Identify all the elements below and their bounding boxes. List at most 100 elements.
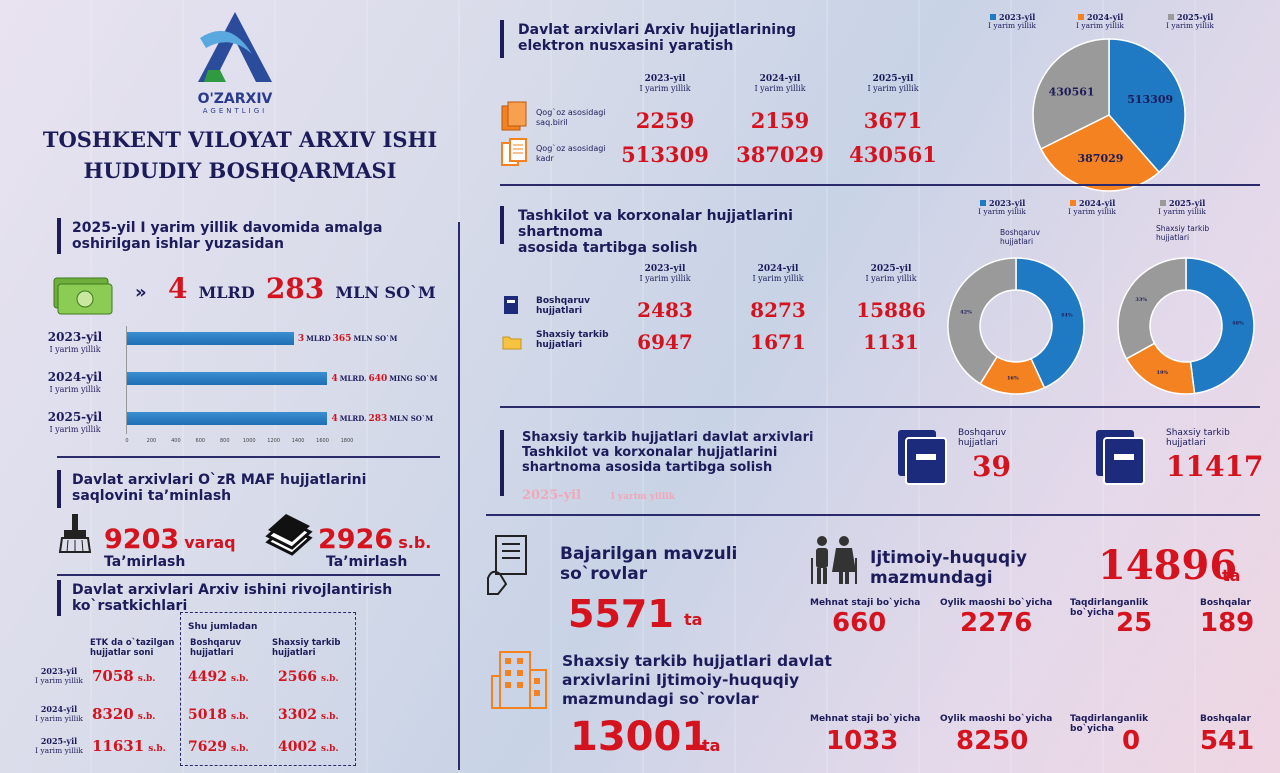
personal-title: Shaxsiy tarkib hujjatlari davlat arxivla… [522,430,842,475]
contract-year: 2023-yil [644,264,686,274]
legend-swatch [990,14,996,20]
finance-axis-tick: 0 [125,438,129,444]
pie1-legend-item: 2025-yil [1168,12,1213,22]
pie1-legend-item-sub: I yarim yillik [988,21,1036,30]
finance-total-num1: 4 [168,272,188,305]
legend-label: 2025-yil [1177,12,1214,22]
maf-item2-unit: s.b. [398,533,432,552]
dev-cell-value: 4002 [278,739,317,755]
finance-bar-label: 4 MLRD. 283 MLN SO`M [331,414,433,424]
finance-bar-num2: 365 [332,334,352,344]
contract-year: 2025-yil [870,264,912,274]
social-col-value: 2276 [960,608,1033,638]
dev-title-marker [57,580,61,616]
legend-swatch [980,200,986,206]
contract-title-line2: asosida tartibga solish [518,240,698,256]
pie-slice [1039,114,1161,192]
chart-axis [126,326,127,434]
dev-col1-header: ETK da o`tazilgan hujjatlar soni [90,638,175,658]
finance-axis-tick: 1000 [242,438,256,444]
contract-value-row1: 8273 [750,298,806,322]
finance-bar-num1: 4 [331,374,338,384]
contract-title-line1: Tashkilot va korxonalar hujjatlarini sha… [518,208,793,240]
personal-item1-label: Boshqaruv hujjatlari [958,428,1007,448]
copy-year: 2023-yil [644,74,686,84]
finance-total-unit2: MLN SO`M [335,283,436,302]
clipboard-hand-icon [487,535,527,595]
dev-title-line1: Davlat arxivlari Arxiv ishini rivojlanti… [72,582,393,598]
dev-cell-value: 7058 [92,667,134,685]
query-col-label: Oylik maoshi bo`yicha [940,598,1053,608]
finance-row-half: I yarim yillik [49,345,101,354]
copy-value-row2: 513309 [621,142,709,167]
pie-slice-label: 513309 [1127,93,1173,106]
archive-box-icon-2 [1096,430,1145,485]
dev-cell-unit: s.b. [148,744,166,754]
query-col-label-2: Oylik maoshi bo`yicha [940,714,1053,724]
maf-item2: 2926 s.b. [318,524,431,555]
dev-cell-value: 7629 [188,739,227,755]
pie-slice-label: 387029 [1077,152,1123,165]
finance-axis-tick: 1800 [340,438,354,444]
contract-title-marker [500,206,504,244]
copy-row1-label: Qog`oz asosidagi saq.biril [536,108,606,127]
dev-cell-value: 11631 [92,737,145,755]
dev-col3-header: Shaxsiy tarkib hujjatlari [272,638,341,658]
copy-half: I yarim yillik [639,84,691,93]
finance-bar-unit1: MLRD. [339,414,367,423]
dev-cell-value: 8320 [92,705,134,723]
contract-value-row2: 1671 [750,330,806,354]
logo: O'ZARXIV AGENTLIGI [190,8,280,120]
arrow-icon: » [135,282,147,303]
copy-year: 2025-yil [872,74,914,84]
finance-row-year: 2025-yil [47,410,103,424]
donut-chart-boshqaruv: 44% 16% 42% [947,257,1085,395]
dev-cell-unit: s.b. [320,744,339,754]
dev-cell-value: 2566 [278,669,317,685]
finance-bar-unit1: MLRD [306,334,331,343]
them-value: 5571 [568,592,674,636]
contract-value-row2: 1131 [863,330,919,354]
dev-cell: 4002 s.b. [278,736,339,755]
logo-emblem-icon [198,12,272,82]
maf-title-marker [57,470,61,508]
query-col-label-2: Taqdirlanganlik bo`yicha [1070,714,1149,734]
dev-cell: 8320 s.b. [92,704,155,723]
pie23-legend-item-sub: I yarim yillik [1068,207,1116,216]
logo-name: O'ZARXIV [197,91,273,107]
query-col-label: Taqdirlanganlik bo`yicha [1070,598,1149,618]
maf-item1-unit: varaq [184,533,236,552]
contract-value-row1: 15886 [856,298,926,322]
pie-slice-label: 33% [1135,297,1147,303]
pie-slice-label: 44% [1061,313,1073,319]
personal-title-line2: Tashkilot va korxonalar hujjatlarini [522,445,778,460]
finance-row-half: I yarim yillik [49,385,101,394]
finance-total: 4 MLRD 283 MLN SO`M [168,272,436,305]
maf-title-line1: Davlat arxivlari O`zR MAF hujjatlarini [72,472,367,488]
finance-bar-num1: 4 [331,414,338,424]
finance-bar-num1: 3 [297,334,305,344]
pie1-legend-item: 2024-yil [1078,12,1123,22]
dev-group-box [180,612,356,766]
finance-bar [127,412,328,425]
query-col-label: Mehnat staji bo`yicha [810,598,921,608]
binder-icon [504,296,518,314]
copy-value-row1: 2259 [635,108,695,133]
pie-slice [947,257,1017,385]
them-title: Bajarilgan mavzuli so`rovlar [560,544,737,584]
folder-icon [502,336,522,350]
pie-slice [1015,257,1085,389]
contract-value-row2: 6947 [637,330,693,354]
logo-sub: AGENTLIGI [202,107,268,115]
money-icon [53,277,113,315]
pie-slice [1108,38,1186,174]
pie-slice-label: 19% [1157,370,1169,376]
personal-queries-line1: Shaxsiy tarkib hujjatlari davlat [562,652,832,670]
divider-finance [57,456,440,458]
dev-row-year: 2023-yil [40,666,78,676]
maf-title: Davlat arxivlari O`zR MAF hujjatlarini s… [72,472,432,504]
dev-cell-unit: s.b. [230,712,249,722]
personal-title-line3: shartnoma asosida tartibga solish [522,460,773,475]
personal-queries-line2: arxivlarini Ijtimoiy-huquqiy [562,671,800,689]
pie-slice-label: 42% [960,309,972,315]
